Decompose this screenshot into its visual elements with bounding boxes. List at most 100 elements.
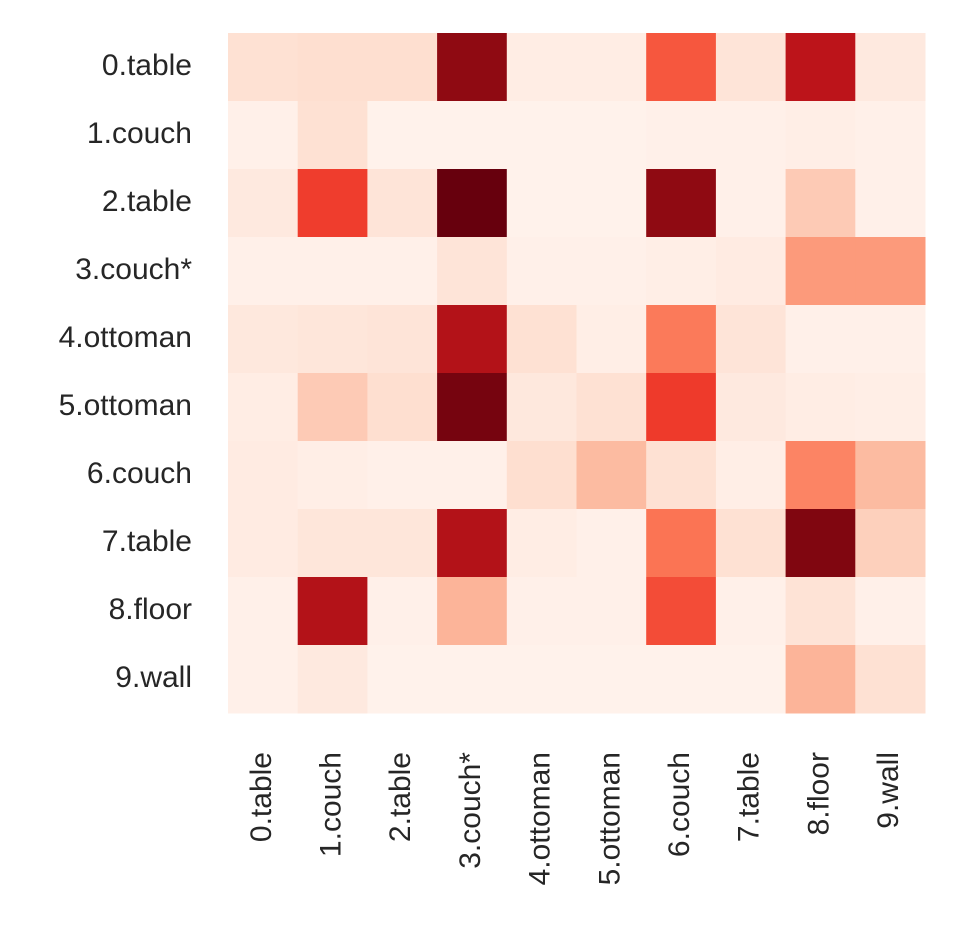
heatmap-cell — [506, 237, 577, 306]
y-tick-label: 8.floor — [109, 593, 192, 626]
x-tick-label: 9.wall — [872, 752, 905, 829]
y-tick-label: 5.ottoman — [59, 389, 192, 422]
heatmap-cell — [715, 169, 787, 238]
heatmap-cell — [785, 577, 856, 646]
heatmap-cell — [576, 645, 647, 714]
heatmap-cell — [367, 101, 438, 170]
heatmap-cell — [855, 169, 926, 238]
heatmap-cell — [437, 509, 508, 578]
heatmap-cell — [506, 101, 577, 170]
x-tick-label: 0.table — [245, 752, 278, 842]
heatmap-cell — [855, 33, 926, 102]
heatmap-cell — [506, 577, 577, 646]
heatmap-cell — [576, 33, 647, 102]
heatmap-cell — [646, 101, 717, 170]
heatmap-cell — [367, 305, 438, 374]
heatmap-cell — [228, 441, 299, 510]
y-tick-label: 4.ottoman — [59, 321, 192, 354]
heatmap-cell — [437, 101, 508, 170]
heatmap-cell — [506, 373, 577, 442]
heatmap-cell — [646, 33, 717, 102]
heatmap-cell — [367, 577, 438, 646]
heatmap-cell — [715, 33, 787, 102]
heatmap-cell — [855, 645, 926, 714]
x-tick-label: 2.table — [384, 752, 417, 842]
heatmap-cell — [715, 237, 787, 306]
heatmap-cell — [437, 645, 508, 714]
heatmap-cell — [855, 577, 926, 646]
x-tick-label: 8.floor — [802, 752, 835, 835]
heatmap-cell — [576, 441, 647, 510]
heatmap-cell — [715, 509, 787, 578]
heatmap-cell — [855, 101, 926, 170]
x-tick-label: 7.table — [733, 752, 766, 842]
heatmap-cell — [367, 169, 438, 238]
heatmap-cell — [228, 305, 299, 374]
heatmap-cell — [785, 509, 856, 578]
heatmap-cell — [437, 169, 508, 238]
heatmap-cell — [785, 645, 856, 714]
heatmap-cell — [646, 509, 717, 578]
y-tick-label: 3.couch* — [75, 253, 192, 286]
heatmap-cell — [576, 509, 647, 578]
heatmap-cell — [228, 645, 299, 714]
y-tick-label: 0.table — [102, 49, 192, 82]
heatmap-cell — [715, 305, 787, 374]
y-tick-label: 2.table — [102, 185, 192, 218]
heatmap-cell — [715, 441, 787, 510]
heatmap-cell — [646, 305, 717, 374]
heatmap-cell — [437, 373, 508, 442]
heatmap-cell — [576, 577, 647, 646]
heatmap-cell — [576, 101, 647, 170]
heatmap-cell — [506, 169, 577, 238]
heatmap-cell — [297, 305, 368, 374]
heatmap-cell — [228, 577, 299, 646]
heatmap-cell — [576, 237, 647, 306]
heatmap-cell — [437, 577, 508, 646]
heatmap-cell — [437, 33, 508, 102]
heatmap-cell — [715, 577, 787, 646]
x-tick-label: 1.couch — [314, 752, 347, 857]
heatmap-cell — [228, 33, 299, 102]
heatmap-cell — [785, 169, 856, 238]
heatmap-cell — [437, 305, 508, 374]
heatmap-cell — [576, 169, 647, 238]
y-tick-label: 7.table — [102, 525, 192, 558]
heatmap-cell — [785, 373, 856, 442]
heatmap-cell — [785, 237, 856, 306]
heatmap-cell — [367, 441, 438, 510]
heatmap-cell — [506, 305, 577, 374]
heatmap-cell — [646, 169, 717, 238]
heatmap-cell — [855, 237, 926, 306]
heatmap-cell — [646, 577, 717, 646]
heatmap-cell — [855, 509, 926, 578]
x-tick-label: 6.couch — [663, 752, 696, 857]
heatmap-cell — [646, 373, 717, 442]
heatmap-cell — [785, 101, 856, 170]
heatmap-cell — [228, 509, 299, 578]
heatmap-cell — [297, 101, 368, 170]
heatmap-cell — [297, 373, 368, 442]
heatmap-cell — [437, 237, 508, 306]
x-tick-label: 5.ottoman — [593, 752, 626, 885]
heatmap-cell — [715, 645, 787, 714]
heatmap-cell — [506, 441, 577, 510]
y-tick-label: 9.wall — [115, 661, 192, 694]
heatmap-cell — [855, 373, 926, 442]
heatmap-cell — [367, 645, 438, 714]
heatmap-cell — [297, 237, 368, 306]
heatmap-cell — [297, 33, 368, 102]
heatmap-cell — [646, 441, 717, 510]
heatmap-cell — [297, 645, 368, 714]
heatmap-cell — [715, 373, 787, 442]
heatmap-cell — [646, 237, 717, 306]
heatmap-cell — [367, 509, 438, 578]
heatmap-cell — [506, 33, 577, 102]
heatmap-cell — [576, 373, 647, 442]
heatmap-cell — [228, 169, 299, 238]
y-tick-label: 6.couch — [87, 457, 192, 490]
heatmap-cell — [297, 509, 368, 578]
heatmap-cell — [297, 169, 368, 238]
heatmap-cell — [855, 441, 926, 510]
